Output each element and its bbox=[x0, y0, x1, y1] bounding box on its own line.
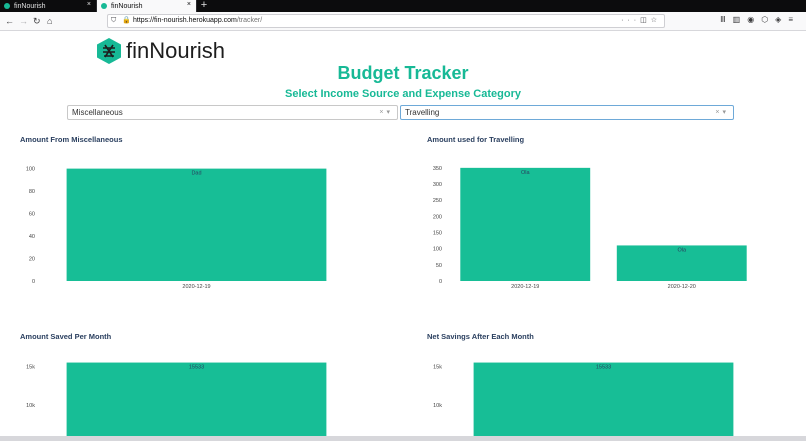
favicon-icon bbox=[101, 3, 107, 9]
tab-title: finNourish bbox=[111, 2, 143, 10]
browser-tab-2[interactable]: finNourish × bbox=[97, 0, 197, 12]
clear-icon[interactable]: × bbox=[715, 109, 723, 116]
y-tick-label: 60 bbox=[29, 212, 35, 218]
lock-icon[interactable]: 🔒 bbox=[122, 17, 131, 24]
y-tick-label: 10k bbox=[433, 403, 442, 409]
bar-label: 15533 bbox=[596, 365, 611, 371]
brand-logo[interactable]: finNourish bbox=[95, 36, 225, 66]
back-icon[interactable]: ← bbox=[5, 16, 14, 26]
y-tick-label: 0 bbox=[32, 279, 35, 285]
x-tick-label: 2020-12-19 bbox=[511, 284, 539, 290]
y-tick-label: 15k bbox=[26, 365, 35, 371]
close-tab-icon[interactable]: × bbox=[86, 1, 91, 8]
url-bar[interactable]: ⛉ 🔒 https://fin-nourish.herokuapp.com/tr… bbox=[107, 14, 665, 28]
y-tick-label: 15k bbox=[433, 365, 442, 371]
bar bbox=[473, 362, 734, 436]
income-source-dropdown[interactable]: Miscellaneous ×▾ bbox=[67, 105, 398, 120]
browser-tab-bar: finNourish × finNourish × + bbox=[0, 0, 806, 12]
bar bbox=[616, 245, 747, 281]
dropdown-controls: ×▾ bbox=[379, 106, 393, 119]
new-tab-button[interactable]: + bbox=[200, 0, 208, 11]
bar bbox=[460, 167, 591, 281]
page-actions-icon[interactable]: ··· bbox=[621, 17, 641, 24]
y-tick-label: 20 bbox=[29, 257, 35, 263]
bar-label: 15533 bbox=[189, 365, 204, 371]
clear-icon[interactable]: × bbox=[379, 109, 387, 116]
y-tick-label: 100 bbox=[433, 247, 442, 253]
menu-icon[interactable]: ≡ bbox=[788, 15, 800, 24]
chart-title-net: Net Savings After Each Month bbox=[427, 332, 534, 341]
x-tick-label: 2020-12-19 bbox=[182, 284, 210, 290]
url-text: https://fin-nourish.herokuapp.com/tracke… bbox=[133, 15, 262, 27]
y-tick-label: 200 bbox=[433, 214, 442, 220]
sidebar-icon[interactable]: ▥ bbox=[732, 15, 748, 24]
browser-bottom-edge bbox=[0, 436, 806, 441]
url-path: /tracker/ bbox=[236, 17, 263, 24]
y-tick-label: 350 bbox=[433, 166, 442, 172]
expense-category-value: Travelling bbox=[405, 108, 440, 117]
page-title: Budget Tracker bbox=[337, 63, 469, 83]
library-icon[interactable]: Ⅲ bbox=[720, 15, 733, 24]
chevron-down-icon[interactable]: ▾ bbox=[722, 109, 729, 116]
shield-icon[interactable]: ⛉ bbox=[111, 17, 117, 24]
y-tick-label: 100 bbox=[26, 167, 35, 173]
close-tab-icon[interactable]: × bbox=[186, 1, 191, 8]
home-icon[interactable]: ⌂ bbox=[47, 16, 53, 26]
extension-icon[interactable]: ⬡ bbox=[761, 15, 776, 24]
url-actions: ···◫☆ bbox=[621, 15, 661, 27]
account-icon[interactable]: ◉ bbox=[747, 15, 762, 24]
y-tick-label: 40 bbox=[29, 234, 35, 240]
toolbar-icons: Ⅲ▥◉⬡◈≡ bbox=[720, 15, 800, 24]
pocket-icon[interactable]: ◫ bbox=[640, 17, 651, 24]
chart-title-expense: Amount used for Travelling bbox=[427, 135, 525, 144]
brand-name: finNourish bbox=[126, 38, 226, 63]
extension-icon[interactable]: ◈ bbox=[775, 15, 789, 24]
x-tick-label: 2020-12-20 bbox=[668, 284, 696, 290]
browser-nav-bar: ← → ↻ ⌂ ⛉ 🔒 https://fin-nourish.herokuap… bbox=[0, 12, 806, 31]
bookmark-star-icon[interactable]: ☆ bbox=[650, 17, 661, 24]
chevron-down-icon[interactable]: ▾ bbox=[386, 109, 393, 116]
y-tick-label: 50 bbox=[436, 263, 442, 269]
bar-label: Ola bbox=[677, 247, 687, 253]
y-tick-label: 0 bbox=[439, 279, 442, 285]
income-source-value: Miscellaneous bbox=[72, 108, 123, 117]
page-content: finNourish Budget Tracker Select Income … bbox=[0, 31, 806, 436]
url-host: https://fin-nourish.herokuapp.com bbox=[133, 17, 237, 24]
reload-icon[interactable]: ↻ bbox=[33, 16, 41, 26]
charts-canvas: 0 20 40 60 80 100 Dad 2020-12-19 0 50 100 150 200 250… bbox=[26, 166, 747, 436]
page-subtitle: Select Income Source and Expense Categor… bbox=[285, 88, 521, 100]
y-tick-label: 150 bbox=[433, 231, 442, 237]
y-tick-label: 300 bbox=[433, 182, 442, 188]
browser-tab-1[interactable]: finNourish × bbox=[0, 0, 97, 12]
dropdown-controls: ×▾ bbox=[715, 106, 729, 119]
bar bbox=[66, 168, 327, 281]
chart-title-income: Amount From Miscellaneous bbox=[20, 135, 123, 144]
logo-hexagon-icon bbox=[97, 38, 121, 64]
favicon-icon bbox=[4, 3, 10, 9]
forward-icon[interactable]: → bbox=[19, 16, 28, 26]
y-tick-label: 250 bbox=[433, 198, 442, 204]
y-tick-label: 10k bbox=[26, 403, 35, 409]
bar bbox=[66, 362, 327, 436]
bar-label: Dad bbox=[191, 171, 201, 177]
expense-category-dropdown[interactable]: Travelling ×▾ bbox=[400, 105, 734, 120]
y-tick-label: 80 bbox=[29, 189, 35, 195]
chart-title-saved: Amount Saved Per Month bbox=[20, 332, 112, 341]
tab-title: finNourish bbox=[14, 2, 46, 10]
bar-label: Ola bbox=[521, 170, 531, 176]
